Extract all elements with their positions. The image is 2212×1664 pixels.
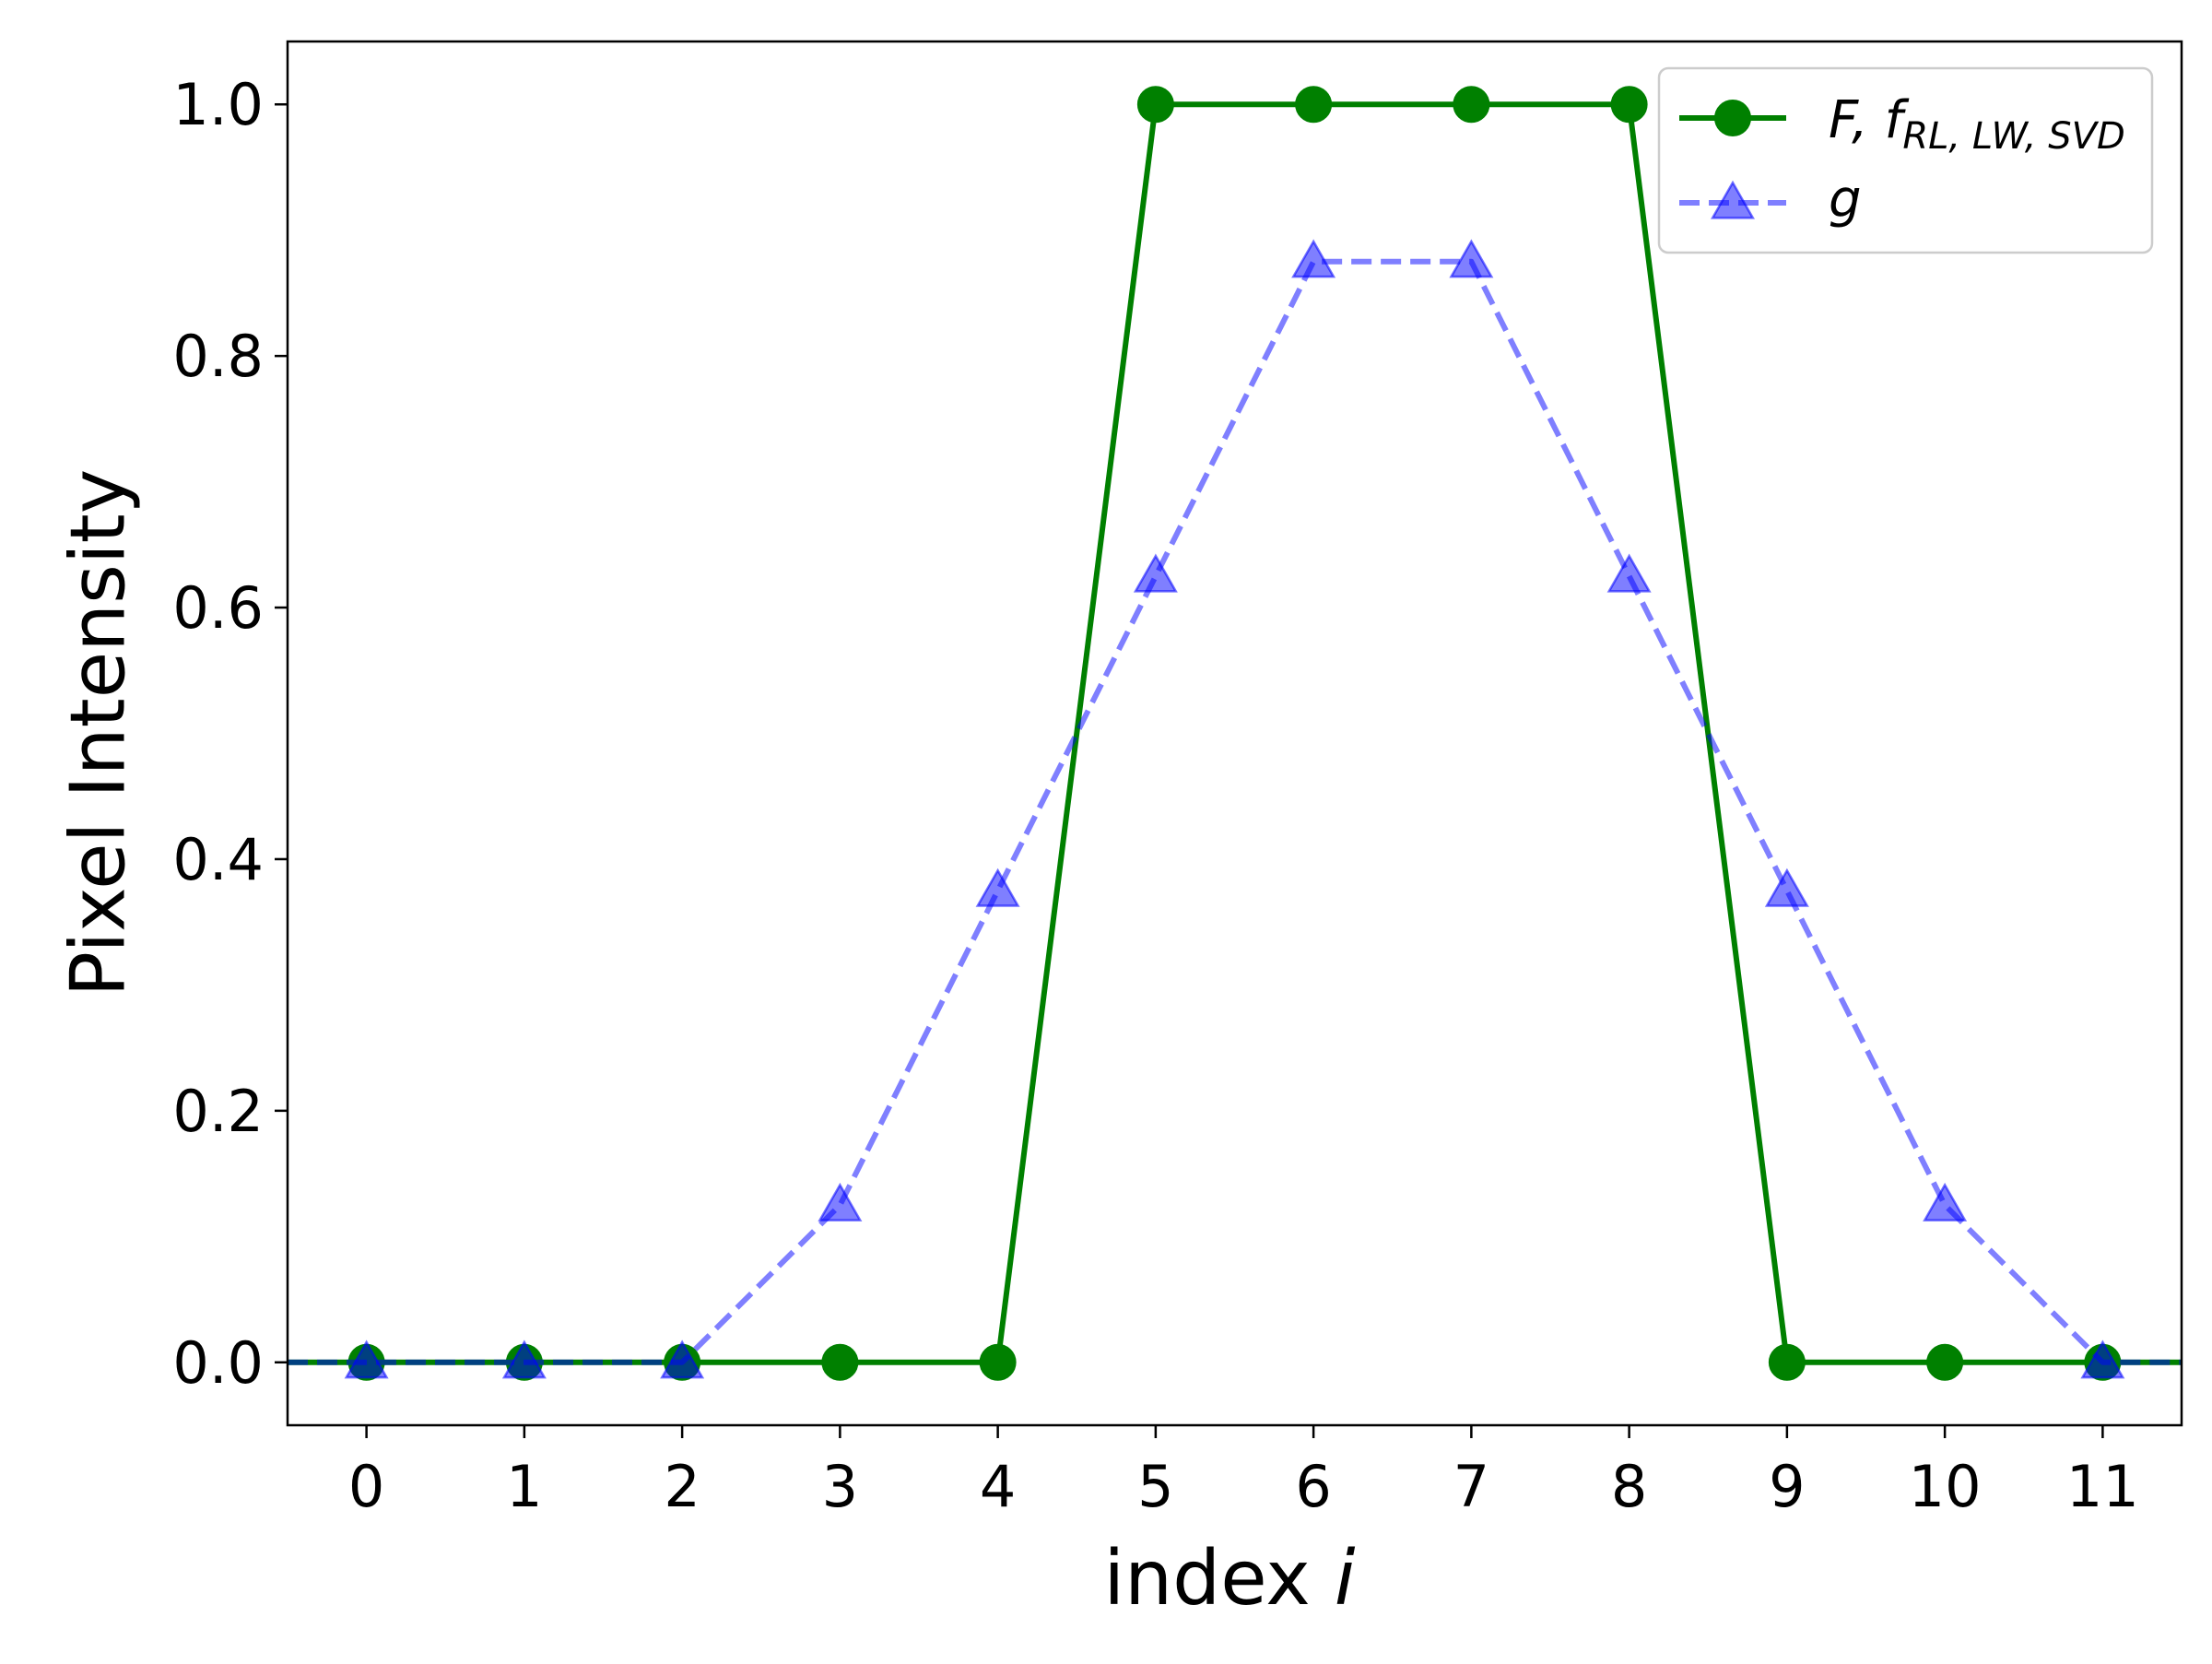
x-tick-label: 7: [1453, 1453, 1489, 1520]
y-tick-label: 0.0: [172, 1329, 264, 1397]
x-tick-label: 11: [2066, 1453, 2139, 1520]
data-point-g: [1923, 1182, 1968, 1221]
legend-marker-g: [1710, 180, 1756, 219]
data-point-g: [1133, 553, 1178, 593]
legend: F, fRL, LW, SVD g: [1657, 66, 2154, 254]
legend-label-g: g: [1829, 170, 1862, 230]
legend-marker-f: [1714, 100, 1751, 136]
data-point-f: [979, 1343, 1017, 1381]
data-point-f: [1768, 1343, 1806, 1381]
data-point-g: [1449, 239, 1494, 278]
x-tick-label: 4: [980, 1453, 1016, 1520]
data-point-f: [821, 1343, 859, 1381]
x-tick-label: 8: [1611, 1453, 1647, 1520]
legend-label-f: F, fRL, LW, SVD: [1829, 90, 2125, 158]
x-tick-label: 10: [1909, 1453, 1982, 1520]
data-point-g: [1606, 553, 1652, 593]
series-g: [288, 239, 2182, 1379]
data-point-g: [1291, 239, 1336, 278]
x-tick-label: 2: [664, 1453, 700, 1520]
data-point-f: [1453, 86, 1490, 124]
data-point-f: [1926, 1343, 1964, 1381]
y-tick-label: 0.4: [172, 826, 264, 893]
series-f: [288, 86, 2182, 1381]
data-point-g: [344, 1339, 389, 1379]
data-point-g: [660, 1339, 705, 1379]
x-tick-label: 1: [506, 1453, 542, 1520]
legend-entry-f: [1679, 100, 1786, 136]
x-tick-label: 0: [348, 1453, 384, 1520]
data-point-f: [1295, 86, 1333, 124]
x-tick-label: 5: [1137, 1453, 1173, 1520]
series-layer: [288, 86, 2182, 1381]
data-point-f: [1136, 86, 1174, 124]
y-tick-label: 1.0: [172, 71, 264, 138]
tick-layer: 0 1 2 3 4 5 6 7 8 9 10 11 0.0 0.2 0.4 0.6 0.8 1.0: [172, 71, 2138, 1520]
y-axis-label: Pixel Intensity: [54, 469, 142, 997]
x-tick-label: 3: [822, 1453, 858, 1520]
series-line-g: [288, 258, 2182, 1365]
legend-frame: [1657, 66, 2154, 254]
x-axis-label: index i: [1103, 1535, 1355, 1623]
data-point-g: [1764, 867, 1809, 907]
data-point-f: [1610, 86, 1648, 124]
data-point-g: [975, 867, 1020, 907]
y-tick-label: 0.2: [172, 1078, 264, 1145]
data-point-g: [2080, 1339, 2125, 1379]
series-line-f: [288, 101, 2182, 1365]
plot-area-frame: [286, 40, 2183, 1427]
x-tick-label: 6: [1295, 1453, 1331, 1520]
legend-entry-g: [1679, 180, 1786, 219]
y-tick-label: 0.8: [172, 323, 264, 390]
data-point-g: [501, 1339, 547, 1379]
data-point-g: [818, 1182, 863, 1221]
x-tick-label: 9: [1769, 1453, 1805, 1520]
y-tick-label: 0.6: [172, 574, 264, 642]
